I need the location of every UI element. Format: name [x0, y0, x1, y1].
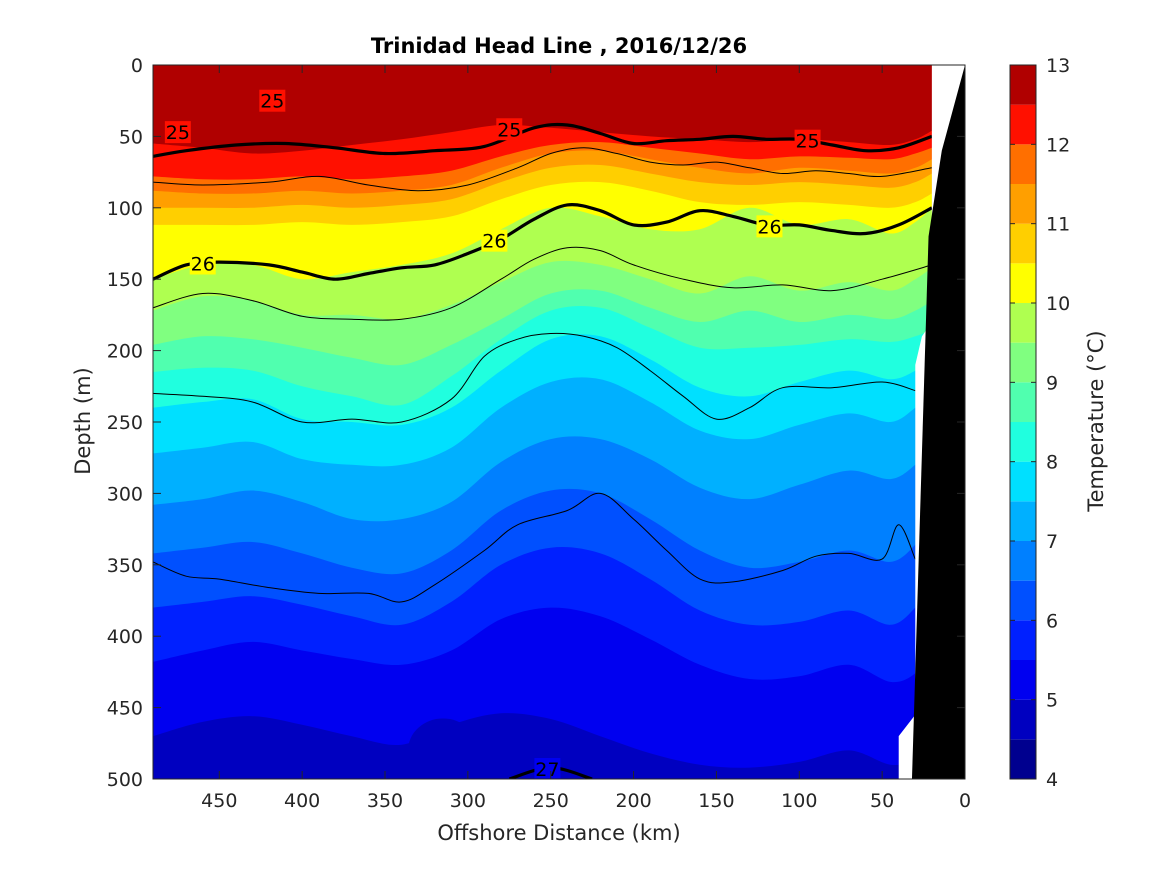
contour-label: 26	[757, 216, 781, 238]
x-tick-label: 150	[698, 790, 734, 812]
x-tick-label: 250	[533, 790, 569, 812]
colorbar-swatch	[1010, 699, 1036, 740]
colorbar-swatch	[1010, 104, 1036, 145]
axes: 450 400 350 300 250 200 150 100 50 00501001502002…	[107, 55, 971, 812]
colorbar-swatch	[1010, 65, 1036, 105]
contour-label-bg	[189, 252, 216, 275]
colorbar-swatch	[1010, 660, 1036, 700]
y-tick-label: 250	[107, 412, 143, 434]
cold-core	[408, 718, 478, 779]
x-tick-label: 450	[201, 790, 237, 812]
isopycnal-bold-line	[153, 122, 933, 158]
colorbar-tick-label: 11	[1046, 214, 1070, 236]
y-tick-label: 400	[107, 626, 143, 648]
y-axis-label: Depth (m)	[71, 367, 95, 474]
warm-core	[598, 68, 643, 119]
colorbar-tick-label: 12	[1046, 134, 1070, 156]
contour-label-bg	[481, 229, 508, 252]
colorbar: 4 5 6 7 8 9 10 11 12 13	[1009, 55, 1070, 791]
contour-label: 25	[260, 91, 284, 113]
contour-label-bg	[794, 129, 821, 152]
contour-label-bg	[534, 758, 561, 779]
isopycnal-line	[153, 492, 916, 603]
x-tick-label: 400	[284, 790, 320, 812]
y-tick-label: 50	[119, 126, 143, 148]
colorbar-swatch	[1010, 461, 1036, 502]
colorbar-swatch	[1010, 223, 1036, 264]
colorbar-swatch	[1010, 184, 1036, 224]
colorbar-swatch	[1010, 541, 1036, 581]
colorbar-label: Temperature (°C)	[1084, 330, 1108, 512]
x-tick-label: 0	[959, 790, 971, 812]
isopycnal-line	[153, 246, 933, 321]
contour-label: 25	[795, 131, 819, 153]
colorbar-swatch	[1010, 263, 1036, 303]
warm-core	[371, 65, 432, 124]
contour-label-bg	[496, 118, 523, 141]
colorbar-swatch	[1010, 303, 1036, 343]
temperature-band	[153, 713, 932, 779]
colorbar-swatch	[1010, 342, 1036, 383]
y-tick-label: 450	[107, 698, 143, 720]
y-tick-label: 0	[131, 55, 143, 77]
contour-label: 25	[497, 119, 521, 141]
y-tick-label: 150	[107, 269, 143, 291]
colorbar-swatch	[1010, 739, 1036, 779]
x-tick-label: 300	[450, 790, 486, 812]
colorbar-swatch	[1010, 382, 1036, 422]
y-tick-label: 350	[107, 555, 143, 577]
plot-area: 25 25 25 25 26 26 26 27	[153, 65, 965, 781]
x-axis-label: Offshore Distance (km)	[437, 821, 680, 845]
seafloor-slope	[911, 65, 965, 779]
colorbar-tick-label: 10	[1046, 293, 1070, 315]
contour-label-bg	[756, 215, 783, 238]
x-tick-label: 200	[615, 790, 651, 812]
contour-label: 27	[535, 759, 559, 781]
colorbar-swatch	[1010, 580, 1036, 621]
colorbar-tick-label: 8	[1046, 452, 1058, 474]
colorbar-tick-label: 6	[1046, 610, 1058, 632]
colorbar-tick-label: 7	[1046, 531, 1058, 553]
colorbar-swatch	[1010, 422, 1036, 462]
colorbar-swatch	[1010, 620, 1036, 660]
colorbar-frame	[1009, 64, 1037, 780]
chart-title: Trinidad Head Line , 2016/12/26	[371, 34, 747, 58]
colorbar-tick-label: 13	[1046, 55, 1070, 77]
cold-core	[212, 720, 293, 779]
contour-label: 26	[191, 253, 215, 275]
contour-label: 25	[166, 122, 190, 144]
y-tick-label: 100	[107, 198, 143, 220]
x-tick-label: 100	[781, 790, 817, 812]
y-tick-label: 500	[107, 769, 143, 791]
contour-label-bg	[259, 89, 286, 112]
x-tick-label: 50	[870, 790, 894, 812]
colorbar-tick-label: 4	[1046, 769, 1058, 791]
colorbar-tick-label: 5	[1046, 690, 1058, 712]
colorbar-tick-label: 9	[1046, 372, 1058, 394]
y-tick-label: 200	[107, 341, 143, 363]
colorbar-swatch	[1010, 501, 1036, 541]
contour-label: 26	[482, 231, 506, 253]
isopycnal-bold-line	[153, 203, 933, 281]
contour-label-bg	[164, 121, 191, 144]
y-tick-label: 300	[107, 483, 143, 505]
isopycnal-line	[153, 332, 916, 424]
x-tick-label: 350	[367, 790, 403, 812]
isopycnal-line	[153, 147, 932, 192]
colorbar-swatch	[1010, 144, 1036, 184]
